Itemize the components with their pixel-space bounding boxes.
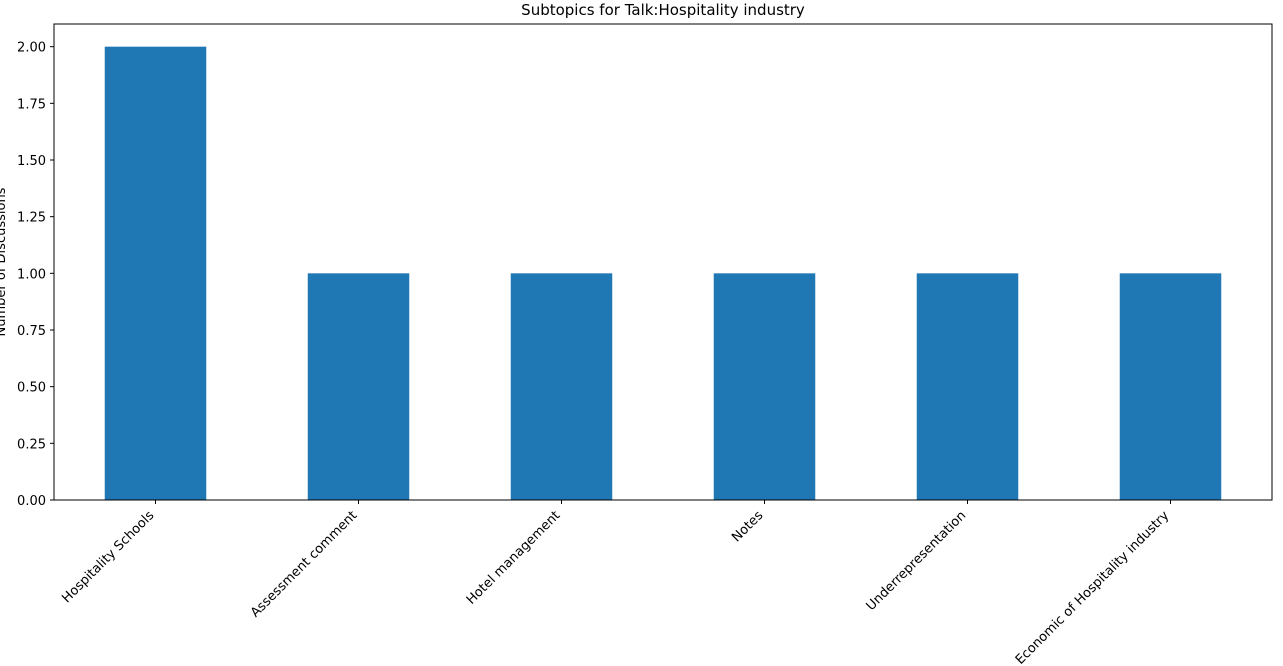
x-tick-label: Hotel management bbox=[464, 508, 563, 607]
y-tick-label: 0.25 bbox=[17, 437, 46, 452]
chart-title: Subtopics for Talk:Hospitality industry bbox=[521, 1, 805, 19]
bar-0 bbox=[104, 46, 207, 501]
x-tick-label: Underrepresentation bbox=[864, 508, 970, 614]
y-tick-label: 1.00 bbox=[17, 267, 46, 282]
y-tick-label: 1.75 bbox=[17, 97, 46, 112]
x-tick-label: Notes bbox=[729, 508, 766, 545]
y-tick-label: 0.00 bbox=[17, 494, 46, 509]
y-tick-label: 1.50 bbox=[17, 154, 46, 169]
x-tick-label: Assessment comment bbox=[248, 508, 360, 620]
x-tick-label: Economic of Hospitality industry bbox=[1013, 508, 1173, 666]
bar-5 bbox=[1119, 273, 1222, 500]
y-axis: 0.00 0.25 0.50 0.75 1.00 1.25 1.50 1.75 2.00 bbox=[17, 41, 54, 509]
y-tick-label: 0.75 bbox=[17, 324, 46, 339]
bar-1 bbox=[307, 273, 410, 500]
bar-2 bbox=[510, 273, 613, 500]
bars-group bbox=[104, 46, 1222, 501]
x-axis: Hospitality Schools Assessment comment Hot… bbox=[59, 500, 1173, 666]
y-axis-label: Number of Discussions bbox=[0, 187, 9, 336]
y-tick-label: 1.25 bbox=[17, 211, 46, 226]
y-tick-label: 0.50 bbox=[17, 381, 46, 396]
x-tick-label: Hospitality Schools bbox=[59, 508, 157, 606]
y-tick-label: 2.00 bbox=[17, 41, 46, 56]
plot-frame bbox=[53, 23, 1273, 501]
bar-3 bbox=[713, 273, 816, 500]
bar-4 bbox=[916, 273, 1019, 500]
